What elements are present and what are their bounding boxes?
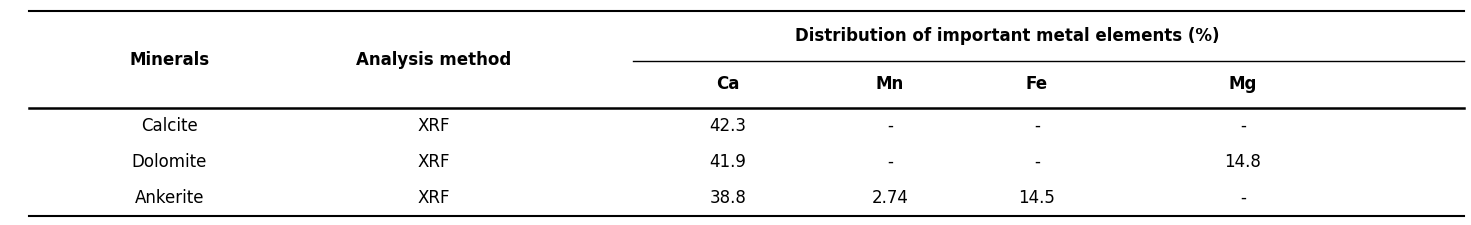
Text: Dolomite: Dolomite	[131, 153, 207, 171]
Text: -: -	[1034, 153, 1040, 171]
Text: XRF: XRF	[418, 153, 450, 171]
Text: -: -	[1240, 117, 1246, 135]
Text: Calcite: Calcite	[141, 117, 197, 135]
Text: Mg: Mg	[1228, 75, 1258, 93]
Text: XRF: XRF	[418, 117, 450, 135]
Text: XRF: XRF	[418, 189, 450, 207]
Text: Distribution of important metal elements (%): Distribution of important metal elements…	[796, 27, 1219, 45]
Text: 14.5: 14.5	[1018, 189, 1056, 207]
Text: 41.9: 41.9	[709, 153, 747, 171]
Text: Analysis method: Analysis method	[356, 51, 512, 69]
Text: 14.8: 14.8	[1224, 153, 1262, 171]
Text: Ca: Ca	[716, 75, 740, 93]
Text: 42.3: 42.3	[709, 117, 747, 135]
Text: Minerals: Minerals	[129, 51, 209, 69]
Text: -: -	[1240, 189, 1246, 207]
Text: -: -	[887, 117, 893, 135]
Text: -: -	[887, 153, 893, 171]
Text: 38.8: 38.8	[709, 189, 747, 207]
Text: 2.74: 2.74	[871, 189, 909, 207]
Text: -: -	[1034, 117, 1040, 135]
Text: Mn: Mn	[875, 75, 905, 93]
Text: Fe: Fe	[1025, 75, 1049, 93]
Text: Ankerite: Ankerite	[134, 189, 204, 207]
